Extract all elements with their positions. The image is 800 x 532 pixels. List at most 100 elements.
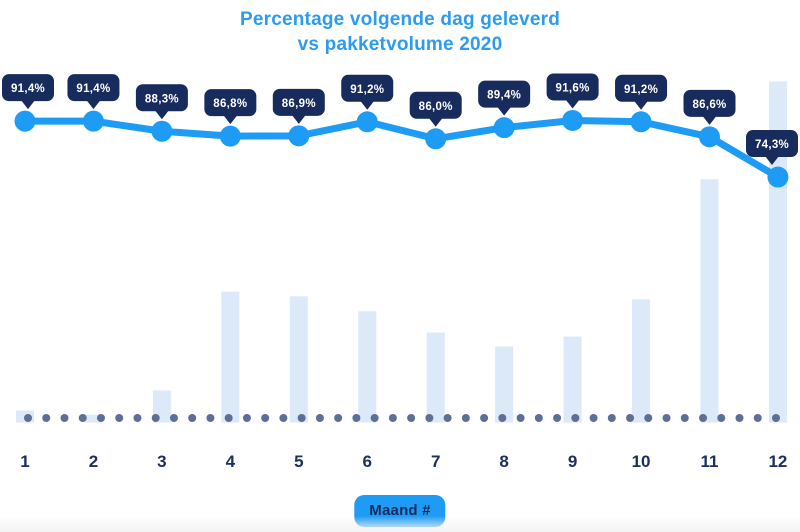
x-axis-label-month-9: 9 [567, 452, 578, 471]
volume-bar [768, 81, 787, 423]
baseline-dot [169, 414, 178, 422]
chart-title-line-2: vs pakketvolume 2020 [297, 34, 503, 56]
volume-bar [221, 291, 240, 423]
data-label-text: 89,4% [487, 90, 521, 102]
line-marker [493, 117, 515, 139]
volume-bar [495, 346, 514, 423]
data-label-badge [478, 80, 531, 108]
line-marker [630, 111, 652, 133]
baseline-dot [370, 414, 379, 422]
baseline-dot [242, 414, 251, 422]
baseline-dot [24, 414, 32, 422]
x-axis-label-month-6: 6 [362, 452, 372, 471]
baseline-dot [133, 414, 142, 422]
data-label-text: 86,6% [692, 99, 726, 111]
baseline-dot [626, 414, 635, 422]
baseline-dot [42, 414, 51, 422]
data-label-badge [67, 74, 120, 102]
volume-bar [84, 414, 103, 423]
baseline-dot [279, 414, 288, 422]
data-label-text: 88,3% [145, 93, 179, 105]
volume-bar [289, 296, 308, 423]
baseline-dot [534, 414, 543, 422]
line-marker [356, 111, 378, 133]
x-axis-label-month-2: 2 [88, 452, 99, 471]
data-label-badge [546, 73, 599, 101]
data-label-badge-tail [21, 100, 35, 110]
x-axis-title-pill: Maand # [354, 495, 446, 527]
chart-title: Percentage volgende dag geleverd vs pakk… [0, 7, 800, 57]
baseline-dot [717, 414, 726, 422]
baseline-dot [315, 414, 324, 422]
data-label-badge-tail [765, 156, 779, 166]
baseline-dot [352, 414, 361, 422]
line-marker [151, 120, 173, 142]
baseline-dot [224, 414, 233, 422]
data-label-text: 91,4% [11, 83, 45, 95]
x-axis-label-month-7: 7 [430, 452, 441, 471]
data-label-badge [272, 88, 325, 116]
data-label-badge-tail [360, 100, 375, 110]
plot-area: 91,4% 91,4% 88,3% 86,8% 86,9% 91,2% 86,0% 89,4%… [2, 73, 798, 423]
x-axis-title: Maand # [369, 502, 431, 519]
baseline-dot [151, 414, 160, 422]
x-axis-label-month-3: 3 [157, 452, 167, 471]
line-marker [562, 109, 584, 131]
data-label-badge-tail [702, 115, 717, 125]
data-label-text: 86,0% [419, 101, 453, 113]
data-label-badge [409, 91, 462, 119]
baseline-dot [553, 414, 562, 422]
baseline-dot [188, 414, 197, 422]
percentage-line [21, 116, 782, 181]
x-axis-label-month-8: 8 [499, 452, 509, 471]
baseline-dot [516, 414, 525, 422]
data-label-badge-tail [223, 115, 238, 125]
line-marker [288, 125, 310, 147]
data-label-badge [615, 74, 668, 102]
baseline-dot [407, 414, 416, 422]
volume-bar [700, 179, 719, 423]
chart-title-line-1: Percentage volgende dag geleverd [239, 9, 560, 30]
baseline-dot [571, 414, 580, 422]
x-axis-label-month-11: 11 [700, 452, 719, 471]
baseline-dot [680, 414, 689, 422]
baseline-dot [261, 414, 270, 422]
baseline-dot [334, 414, 343, 422]
x-axis-label-month-1: 1 [20, 452, 30, 471]
x-axis-label-month-5: 5 [294, 452, 304, 471]
data-label-badge-tail [154, 110, 169, 120]
data-label-text: 86,8% [213, 98, 247, 110]
x-axis-label-month-12: 12 [768, 452, 788, 471]
data-label-badge-tail [86, 100, 101, 110]
x-axis-label-month-4: 4 [225, 452, 236, 471]
data-label-text: 91,6% [556, 82, 590, 94]
volume-bar [426, 332, 445, 423]
x-axis-label-month-10: 10 [631, 452, 651, 471]
baseline-dot [644, 414, 653, 422]
line-marker [14, 110, 36, 132]
data-label-text: 91,4% [76, 83, 110, 95]
data-label-text: 91,2% [624, 84, 658, 96]
data-label-badge-tail [291, 114, 306, 124]
baseline-dot [772, 414, 780, 422]
baseline-dot [699, 414, 708, 422]
data-label-badge [683, 89, 736, 117]
baseline-dot [498, 414, 507, 422]
baseline-dot [735, 414, 744, 422]
baseline-dot [115, 414, 124, 422]
data-label-badge [204, 89, 257, 117]
data-label-text: 86,9% [282, 98, 316, 110]
volume-bar [358, 311, 377, 423]
data-label-badge [2, 74, 54, 102]
baseline-dot [388, 414, 397, 422]
volume-bar [632, 299, 651, 423]
baseline-dot [607, 414, 616, 422]
baseline-dot [589, 414, 598, 422]
data-label-badge [341, 74, 394, 102]
data-label-badge [746, 130, 798, 158]
baseline-dot [60, 414, 69, 422]
data-label-badge-tail [634, 100, 649, 110]
data-label-badge-tail [428, 117, 443, 127]
baseline-dot [662, 414, 671, 422]
